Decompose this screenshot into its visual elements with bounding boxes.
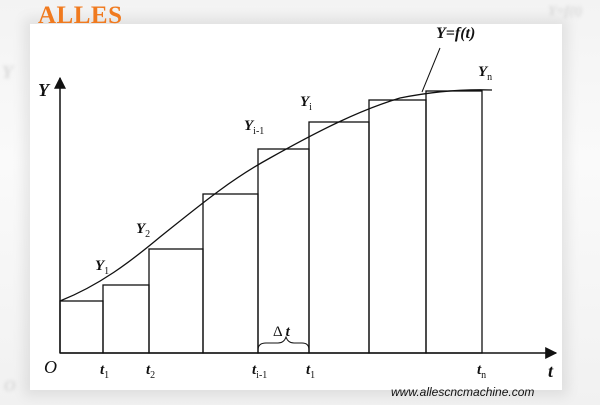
rectangle-5 xyxy=(257,148,310,354)
label-y-n: Yn xyxy=(478,64,492,83)
label-t-n: tn xyxy=(477,362,486,381)
ghost-text-left: Y xyxy=(2,62,13,82)
approximation-rectangles xyxy=(59,90,483,354)
rectangle-7 xyxy=(368,99,427,354)
label-y-i: Yi xyxy=(300,94,312,113)
y-axis-label: Y xyxy=(38,80,51,100)
rectangle-2 xyxy=(102,284,150,354)
label-t1: t1 xyxy=(100,362,109,381)
curve-label-leader xyxy=(421,47,441,93)
rectangle-8 xyxy=(425,90,483,354)
origin-label: O xyxy=(44,357,57,377)
label-y2: Y2 xyxy=(136,221,150,240)
label-y1: Y1 xyxy=(95,258,109,277)
function-curve xyxy=(59,89,493,302)
ghost-text-bottom-left: O xyxy=(4,378,16,395)
label-y-i-minus-1: Yi-1 xyxy=(244,118,264,137)
brand-logo: ALLES xyxy=(38,2,123,29)
delta-t-brace xyxy=(257,335,310,351)
ghost-text-top-right: Y=f(t) xyxy=(548,4,583,19)
label-t2: t2 xyxy=(146,362,155,381)
website-url: www.allescncmachine.com xyxy=(391,385,535,399)
label-t-i: t1 xyxy=(306,362,315,381)
x-axis-label: t xyxy=(548,361,554,381)
diagram-panel xyxy=(30,24,562,390)
rectangle-3 xyxy=(148,248,204,354)
rectangle-6 xyxy=(308,121,370,354)
label-t-i-minus-1: ti-1 xyxy=(252,362,267,381)
curve-label: Y=f(t) xyxy=(436,25,475,42)
rectangle-1 xyxy=(59,300,104,354)
rectangle-4 xyxy=(202,193,259,354)
